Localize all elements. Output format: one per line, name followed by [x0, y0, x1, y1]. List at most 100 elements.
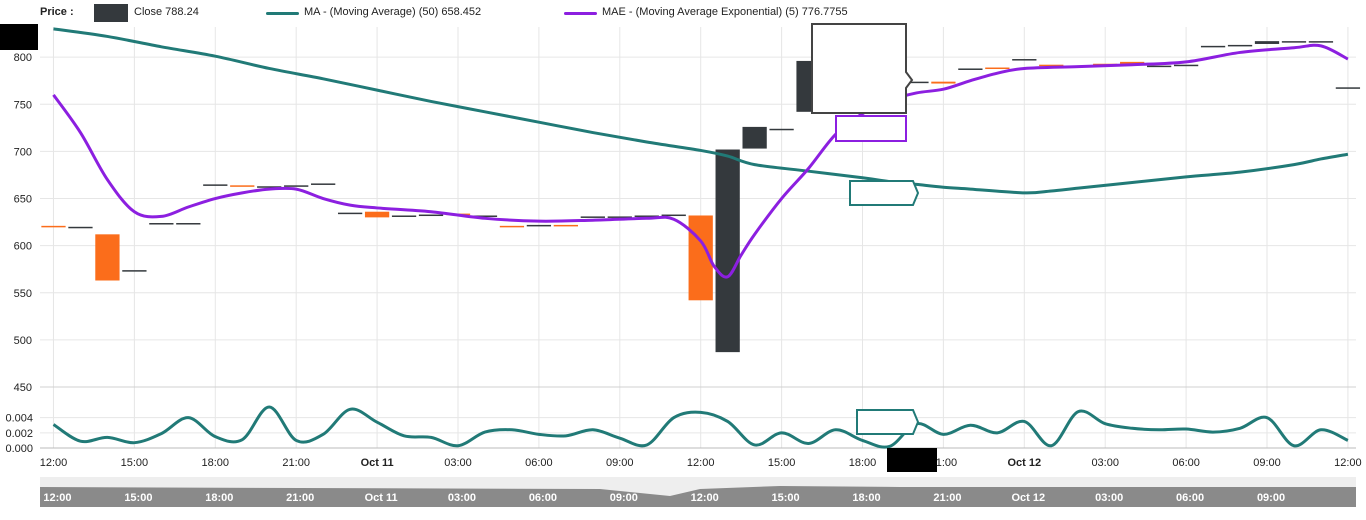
candle — [364, 211, 390, 218]
x-tick-label: Oct 12 — [1007, 457, 1041, 469]
candle — [472, 215, 498, 217]
candle — [284, 185, 309, 187]
close-swatch — [94, 4, 128, 22]
ma-swatch — [266, 12, 299, 15]
x-tick-label: 15:00 — [768, 457, 796, 469]
navigator-tick-label: 18:00 — [852, 492, 880, 504]
navigator-tick-label: Oct 11 — [365, 492, 398, 504]
x-tick-label: 15:00 — [121, 457, 149, 469]
candle — [1335, 87, 1361, 89]
candle — [1281, 41, 1307, 43]
candle — [661, 214, 686, 217]
x-tick-label: 09:00 — [606, 457, 634, 469]
candle — [958, 68, 983, 70]
navigator-tick-label: 12:00 — [691, 492, 719, 504]
candle — [68, 226, 93, 229]
navigator-tick-label: 15:00 — [772, 492, 800, 504]
navigator-tick-label: 09:00 — [1257, 492, 1285, 504]
candle — [553, 224, 578, 227]
candle — [931, 81, 956, 84]
x-tick-label: 06:00 — [1172, 457, 1200, 469]
y-tick-label: 600 — [14, 241, 32, 253]
grid — [40, 27, 1356, 449]
candle — [1200, 45, 1226, 48]
candle — [985, 67, 1010, 70]
candle — [1308, 41, 1334, 43]
close-legend-item[interactable]: Close 788.24 — [134, 6, 199, 18]
x-tick-label: Oct 11 — [361, 457, 394, 469]
navigator-tick-label: 06:00 — [529, 492, 557, 504]
candle — [391, 215, 417, 217]
ma-legend-item[interactable]: MA - (Moving Average) (50) 658.452 — [304, 6, 482, 18]
top-left-marker — [0, 24, 38, 50]
candle — [418, 214, 444, 217]
candle — [230, 185, 255, 187]
candle — [499, 225, 525, 228]
candle — [337, 212, 363, 215]
navigator-tick-label: 21:00 — [933, 492, 961, 504]
price-y-axis: 450 500 550 600 650 700 750 800 — [14, 52, 32, 394]
time-x-axis: 12:00 15:00 18:00 21:00 Oct 11 03:00 06:00 09:0… — [40, 457, 1362, 469]
candle — [203, 184, 228, 186]
x-tick-label: 03:00 — [1091, 457, 1119, 469]
candle — [634, 215, 659, 217]
candle — [257, 186, 282, 188]
y-tick-label: 450 — [14, 382, 32, 394]
tooltip-callouts — [811, 23, 920, 435]
candle — [715, 149, 740, 353]
indicator-line — [52, 405, 1349, 449]
navigator[interactable]: 12:00 15:00 18:00 21:00 Oct 11 03:00 06:00 09:0… — [40, 477, 1356, 507]
y-tick-label: 650 — [14, 194, 32, 206]
mae-legend-item[interactable]: MAE - (Moving Average Exponential) (5) 7… — [602, 6, 848, 18]
legend: Price : Close 788.24 MA - (Moving Averag… — [0, 0, 1366, 24]
candle — [41, 225, 66, 228]
x-tick-label: 12:00 — [40, 457, 68, 469]
candle — [311, 183, 336, 185]
series-lines — [52, 27, 1349, 449]
navigator-tick-label: 03:00 — [448, 492, 476, 504]
indicator-y-axis: 0.000 0.002 0.004 — [5, 413, 33, 455]
navigator-tick-label: 21:00 — [286, 492, 314, 504]
candle — [1173, 64, 1199, 67]
x-tick-label: 09:00 — [1253, 457, 1281, 469]
ma-line — [53, 27, 1349, 195]
y-tick-label: 550 — [14, 288, 32, 300]
mae-tooltip-flag — [835, 115, 907, 142]
candle — [1147, 65, 1172, 68]
x-tick-label: 12:00 — [687, 457, 715, 469]
mae-swatch — [564, 12, 597, 15]
indicator-y-tick-label: 0.002 — [5, 428, 33, 440]
candle — [904, 81, 929, 84]
candle — [1254, 41, 1280, 44]
candle — [526, 224, 552, 227]
navigator-tick-label: 09:00 — [610, 492, 638, 504]
candle — [607, 216, 632, 218]
y-tick-label: 700 — [14, 146, 32, 158]
candle — [580, 216, 605, 218]
navigator-area — [40, 486, 1356, 507]
candle — [742, 126, 767, 149]
x-tick-label: 06:00 — [525, 457, 553, 469]
candle — [769, 128, 794, 131]
navigator-tick-label: 18:00 — [205, 492, 233, 504]
indicator-y-tick-label: 0.000 — [5, 443, 33, 455]
candle — [149, 223, 174, 225]
navigator-tick-label: 12:00 — [43, 492, 71, 504]
x-tick-label: 03:00 — [444, 457, 472, 469]
ma-tooltip-flag — [849, 180, 920, 206]
y-tick-label: 500 — [14, 335, 32, 347]
price-tooltip-box — [811, 23, 914, 114]
candle — [1039, 64, 1064, 67]
y-tick-label: 800 — [14, 52, 32, 64]
x-tick-label: 12:00 — [1334, 457, 1362, 469]
x-tick-label: 18:00 — [849, 457, 877, 469]
candle — [95, 234, 120, 281]
candle — [122, 270, 147, 272]
candle — [176, 223, 201, 225]
candle — [1012, 59, 1037, 61]
price-label: Price : — [40, 6, 74, 18]
y-tick-label: 750 — [14, 99, 32, 111]
navigator-tick-label: 03:00 — [1095, 492, 1123, 504]
x-tick-label: 21:00 — [282, 457, 310, 469]
